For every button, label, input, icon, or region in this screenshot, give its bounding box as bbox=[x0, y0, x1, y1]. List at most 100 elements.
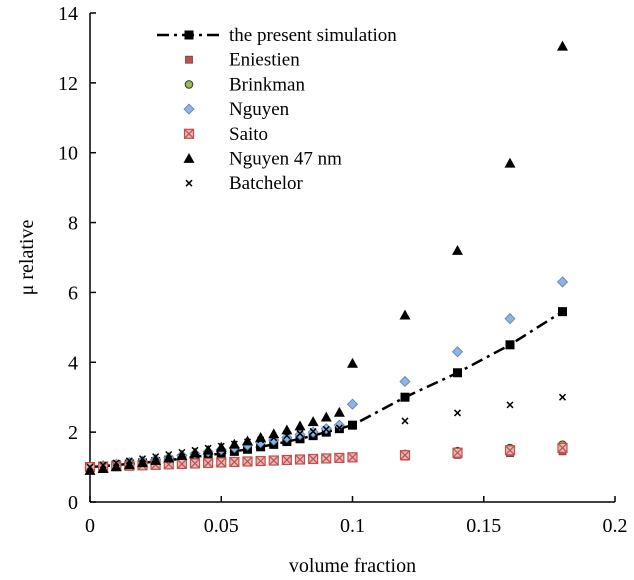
data-point-batchelor bbox=[506, 401, 514, 409]
data-point-saito-cross bbox=[268, 455, 279, 466]
data-point-nguyen bbox=[333, 419, 345, 431]
data-point-batchelor bbox=[283, 432, 291, 440]
data-point-nguyen bbox=[399, 375, 411, 388]
data-point-batchelor bbox=[230, 440, 238, 448]
data-point-nguyen-47-nm bbox=[320, 411, 332, 422]
data-point-batchelor bbox=[558, 393, 567, 401]
data-point-nguyen-47-nm bbox=[150, 454, 162, 465]
data-point-nguyen-47-nm bbox=[557, 40, 568, 51]
plot-area: 0 0.05 0.1 0.15 0.2 0 2 4 6 8 10 12 14 bbox=[58, 3, 628, 537]
data-point-saito bbox=[242, 456, 253, 467]
legend-marker-saito bbox=[183, 128, 195, 139]
data-point-batchelor bbox=[112, 459, 120, 467]
legend-item-nguyen-47-nm: Nguyen 47 nm bbox=[183, 149, 342, 170]
data-point-saito-cross bbox=[203, 458, 214, 468]
data-point-nguyen-47-nm bbox=[84, 464, 96, 475]
data-point-nguyen-47-nm bbox=[281, 424, 293, 435]
x-tick-label: 0.1 bbox=[340, 515, 365, 537]
data-point-saito-cross bbox=[242, 456, 253, 467]
legend-marker-eniestien bbox=[185, 55, 193, 64]
legend-label-nguyen-47-nm: Nguyen 47 nm bbox=[229, 149, 342, 170]
data-point-saito bbox=[557, 442, 568, 453]
legend-item-nguyen: Nguyen bbox=[183, 99, 290, 120]
data-point-saito-cross bbox=[334, 452, 345, 463]
data-point-saito bbox=[229, 456, 240, 468]
data-point-nguyen-47-nm bbox=[123, 459, 135, 470]
data-point-the-present-simulation bbox=[505, 340, 515, 350]
data-point-nguyen-47-nm bbox=[333, 406, 345, 417]
data-point-nguyen-47-nm bbox=[110, 461, 122, 472]
legend-marker-saito-cross bbox=[184, 128, 194, 139]
data-point-batchelor bbox=[453, 409, 462, 417]
data-point-nguyen-47-nm bbox=[255, 432, 267, 442]
x-tick-label: 0 bbox=[85, 515, 95, 537]
legend-item-brinkman: Brinkman bbox=[184, 74, 305, 95]
legend-marker-nguyen-47-nm bbox=[183, 153, 195, 163]
data-point-batchelor bbox=[217, 442, 225, 450]
data-point-batchelor bbox=[204, 444, 212, 452]
data-point-batchelor bbox=[296, 430, 304, 438]
x-ticks: 0 0.05 0.1 0.15 0.2 bbox=[85, 496, 628, 537]
data-point-batchelor bbox=[401, 417, 409, 425]
data-point-nguyen-47-nm bbox=[307, 416, 319, 427]
x-tick-label: 0.15 bbox=[466, 515, 501, 537]
data-point-nguyen-47-nm bbox=[294, 420, 306, 431]
data-point-saito bbox=[399, 450, 411, 461]
data-point-batchelor bbox=[99, 461, 107, 469]
legend-item-the-present-simulation: the present simulation bbox=[157, 25, 397, 46]
y-tick-label: 6 bbox=[68, 282, 78, 304]
data-point-nguyen-47-nm bbox=[399, 309, 411, 320]
data-point-saito bbox=[452, 447, 463, 458]
data-point-nguyen-47-nm bbox=[163, 452, 175, 463]
data-point-saito bbox=[321, 453, 332, 464]
y-ticks: 0 2 4 6 8 10 12 14 bbox=[58, 3, 96, 514]
data-point-nguyen-47-nm bbox=[242, 435, 253, 446]
data-point-saito-cross bbox=[190, 458, 200, 469]
legend-marker-the-present-simulation bbox=[184, 30, 194, 40]
data-point-saito bbox=[334, 452, 345, 464]
data-point-saito-cross bbox=[295, 454, 305, 465]
x-axis-label: volume fraction bbox=[289, 555, 416, 577]
y-tick-label: 12 bbox=[58, 73, 78, 95]
x-tick-label: 0.05 bbox=[204, 515, 239, 537]
legend-marker-batchelor bbox=[185, 179, 193, 187]
data-point-nguyen-47-nm bbox=[176, 450, 188, 461]
data-point-nguyen bbox=[268, 434, 280, 446]
data-point-batchelor bbox=[322, 425, 330, 433]
legend-marker-brinkman bbox=[184, 80, 194, 89]
data-point-nguyen bbox=[346, 398, 359, 410]
legend-item-eniestien: Eniestien bbox=[185, 50, 300, 71]
data-point-nguyen-47-nm bbox=[347, 357, 358, 368]
series-line-the-present-simulation bbox=[89, 310, 564, 469]
y-axis-label: μ relative bbox=[16, 220, 38, 296]
data-point-batchelor bbox=[178, 448, 186, 456]
data-point-saito-cross bbox=[400, 450, 410, 461]
legend-label-saito: Saito bbox=[229, 124, 268, 145]
data-point-saito bbox=[203, 457, 214, 469]
series-nguyen bbox=[84, 276, 569, 473]
series-the-present-simulation bbox=[85, 307, 567, 472]
data-point-saito-cross bbox=[321, 453, 332, 464]
data-point-saito-cross bbox=[505, 445, 515, 456]
data-point-batchelor bbox=[335, 424, 343, 432]
x-tick-label: 0.2 bbox=[603, 515, 628, 537]
data-point-batchelor bbox=[138, 455, 147, 463]
data-point-saito-cross bbox=[216, 457, 227, 468]
data-point-the-present-simulation bbox=[558, 307, 567, 317]
data-point-saito bbox=[308, 453, 319, 465]
series-nguyen-47-nm bbox=[84, 40, 568, 475]
legend-label-batchelor: Batchelor bbox=[229, 173, 304, 194]
legend-label-the-present-simulation: the present simulation bbox=[229, 25, 397, 46]
y-tick-label: 8 bbox=[68, 213, 78, 235]
data-point-batchelor bbox=[125, 457, 133, 465]
data-point-saito-cross bbox=[176, 458, 187, 469]
y-tick-label: 0 bbox=[68, 492, 78, 514]
data-point-saito bbox=[216, 457, 227, 468]
data-point-nguyen bbox=[556, 276, 569, 288]
data-point-nguyen-47-nm bbox=[137, 457, 148, 468]
data-point-batchelor bbox=[243, 438, 252, 446]
data-point-saito-cross bbox=[229, 457, 240, 467]
legend-marker-nguyen bbox=[183, 103, 195, 115]
data-point-nguyen-47-nm bbox=[97, 463, 109, 474]
